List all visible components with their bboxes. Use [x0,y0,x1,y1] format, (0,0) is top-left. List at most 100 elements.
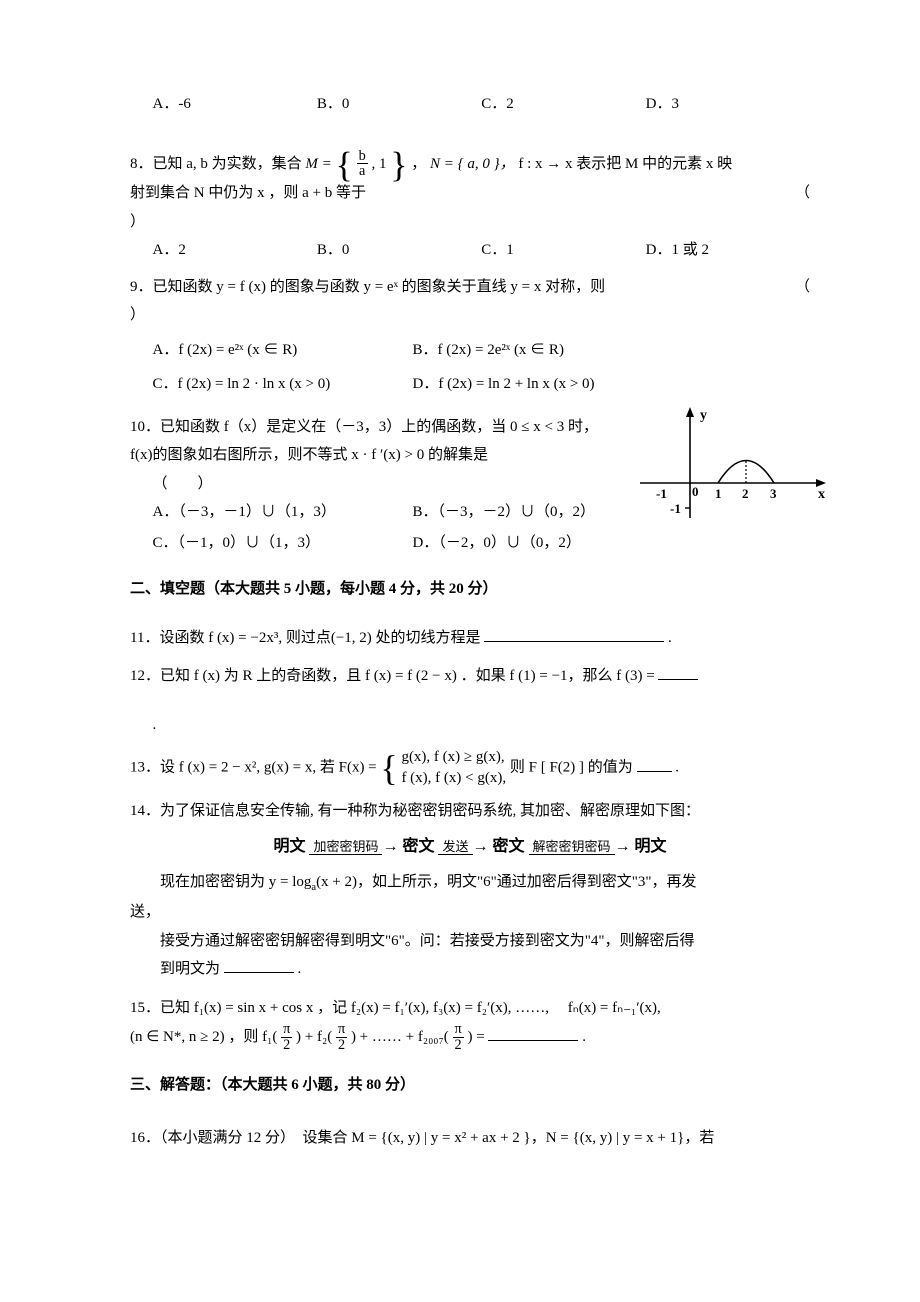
q15-l2b: ) + f₂( [296,1029,332,1045]
q10: 10．已知函数 f（x）是定义在（－3，3）上的偶函数，当 0 ≤ x < 3 … [130,413,810,558]
q8-paren-open: （ [795,179,810,208]
q15: 15．已知 f₁(x) = sin x + cos x ，记 f₂(x) = f… [130,994,810,1053]
arrow3-icon: → [615,838,631,855]
q8-options: A．2 B．0 C．1 D．1 或 2 [153,236,811,265]
q8-setN: N = { a, 0 }， [430,155,515,171]
q8-frac: b a [357,149,368,180]
q12-tail: . [153,711,811,740]
q13-blank [637,756,672,772]
q9-opt-c: C．f (2x) = ln 2 · ln x (x > 0) [153,370,413,399]
q9-opt-a: A．f (2x) = e²ˣ (x ∈ R) [153,336,413,365]
section3-header: 三、解答题：（本大题共 6 小题，共 80 分） [130,1071,810,1100]
q8-map: f : x → x 表示把 M 中的元素 x 映 [518,155,732,171]
q14-line4: 到明文为 [130,961,220,977]
q15-frac1: π2 [281,1022,292,1053]
q15-two3: 2 [453,1038,464,1053]
q11-stem: 11．设函数 f (x) = −2x³, 则过点(−1, 2) 处的切线方程是 [130,630,481,646]
q12-blank [658,664,698,680]
q8-opt-c: C．1 [481,236,645,265]
flow-n4: 明文 [635,838,667,855]
q13-tail: . [675,760,679,776]
q12: 12．已知 f (x) 为 R 上的奇函数，且 f (x) = f (2 − x… [130,662,810,739]
q7-options: A．-6 B．0 C．2 D．3 [153,90,811,119]
curve [718,460,774,483]
q8-sep: ， [411,155,426,171]
q8-lbrace: { [336,144,353,184]
q8-frac-den: a [357,164,368,179]
q8-opt-a: A．2 [153,236,317,265]
y-arrow-icon [686,407,694,417]
q8-paren-close: ） [130,208,810,237]
q11-tail: . [668,630,672,646]
q8-line2: 射到集合 N 中仍为 x ，则 a + b 等于 [130,185,366,201]
q9-stem-wrap: 9．已知函数 y = f (x) 的图象与函数 y = eˣ 的图象关于直线 y… [130,273,810,302]
q15-blank [488,1025,578,1041]
q15-frac3: π2 [453,1022,464,1053]
q14-line2a: 现在加密密钥为 y = log [130,874,311,890]
q14-line2: 现在加密密钥为 y = loga(x + 2)，如上所示，明文"6"通过加密后得… [130,868,810,898]
q13-case2: f (x), f (x) < g(x), [401,768,506,789]
label-y: y [700,408,707,423]
q8-opt-d: D．1 或 2 [646,236,810,265]
label-m1b: -1 [670,501,681,516]
q7-opt-b: B．0 [317,90,481,119]
label-x: x [818,487,825,502]
q15-two2: 2 [336,1038,347,1053]
label-2: 2 [742,486,749,501]
q15-l2c: ) + …… + f₂₀₀₇( [351,1029,449,1045]
q8-stem1: 8．已知 a, b 为实数，集合 [130,155,305,171]
q13-cases: g(x), f (x) ≥ g(x), f (x), f (x) < g(x), [401,747,506,789]
q8-setM-tail: , 1 [371,155,386,171]
q16: 16．（本小题满分 12 分） 设集合 M = {(x, y) | y = x²… [130,1124,810,1153]
flow-s3: 解密密钥密码 [529,839,615,855]
arrow2-icon: → [473,838,489,855]
q14-flow: 明文 加密密钥码→ 密文 发送→ 密文 解密密钥密码→ 明文 [130,832,810,862]
q9-options: A．f (2x) = e²ˣ (x ∈ R) B．f (2x) = 2e²ˣ (… [153,336,811,399]
q8-frac-num: b [357,149,368,165]
q8-M: M = [305,155,335,171]
q10-figure: y x -1 0 1 2 3 -1 [630,403,830,533]
q15-pi2: π [336,1022,347,1038]
x-arrow-icon [816,479,826,487]
q16-pre: 16．（本小题满分 12 分） 设集合 M = {(x, y) | y = x²… [130,1130,714,1146]
q9: 9．已知函数 y = f (x) 的图象与函数 y = eˣ 的图象关于直线 y… [130,273,810,399]
q13-case1: g(x), f (x) ≥ g(x), [401,747,506,768]
q14-tail: . [298,961,302,977]
q13: 13．设 f (x) = 2 − x², g(x) = x, 若 F(x) = … [130,747,810,789]
q15-line1: 15．已知 f₁(x) = sin x + cos x ，记 f₂(x) = f… [130,994,810,1023]
section2-header: 二、填空题（本大题共 5 小题，每小题 4 分，共 20 分） [130,575,810,604]
q11: 11．设函数 f (x) = −2x³, 则过点(−1, 2) 处的切线方程是 … [130,624,810,653]
flow-n1: 明文 [273,838,305,855]
label-3: 3 [770,486,777,501]
q15-line2: (n ∈ N*, n ≥ 2) ，则 f₁( π2 ) + f₂( π2 ) +… [130,1022,810,1053]
q9-opt-b: B．f (2x) = 2e²ˣ (x ∈ R) [413,336,811,365]
flow-n3: 密文 [493,838,525,855]
q14-line2b: (x + 2)，如上所示，明文"6"通过加密后得到密文"3"，再发 [316,874,696,890]
q15-two1: 2 [281,1038,292,1053]
q14-blank [224,957,294,973]
flow-s1: 加密密钥码 [309,839,382,855]
q14: 14．为了保证信息安全传输, 有一种称为秘密密钥密码系统, 其加密、解密原理如下… [130,797,810,983]
q8-rbrace: } [390,144,407,184]
q11-blank [484,626,664,642]
q8-opt-b: B．0 [317,236,481,265]
q9-paren-open: （ [795,273,810,302]
q15-pi3: π [453,1022,464,1038]
flow-n2: 密文 [402,838,434,855]
q15-tail: . [582,1029,586,1045]
q15-l2a: (n ∈ N*, n ≥ 2) ，则 f₁( [130,1029,277,1045]
q9-opt-d: D．f (2x) = ln 2 + ln x (x > 0) [413,370,811,399]
arrow1-icon: → [382,838,398,855]
q15-frac2: π2 [336,1022,347,1053]
label-m1: -1 [656,486,667,501]
q15-pi1: π [281,1022,292,1038]
q10-opt-c: C．（－1，0）∪（1，3） [153,529,413,558]
q14-line2c: 送， [130,898,810,927]
q10-opt-d: D．（－2，0）∪（0，2） [413,529,811,558]
q15-l2d: ) = [467,1029,488,1045]
q7-opt-d: D．3 [646,90,810,119]
q7-opt-a: A．-6 [153,90,317,119]
label-0: 0 [692,484,699,499]
q14-line3: 接受方通过解密密钥解密得到明文"6"。问：若接受方接到密文为"4"，则解密后得 [130,927,810,956]
label-1: 1 [715,486,722,501]
